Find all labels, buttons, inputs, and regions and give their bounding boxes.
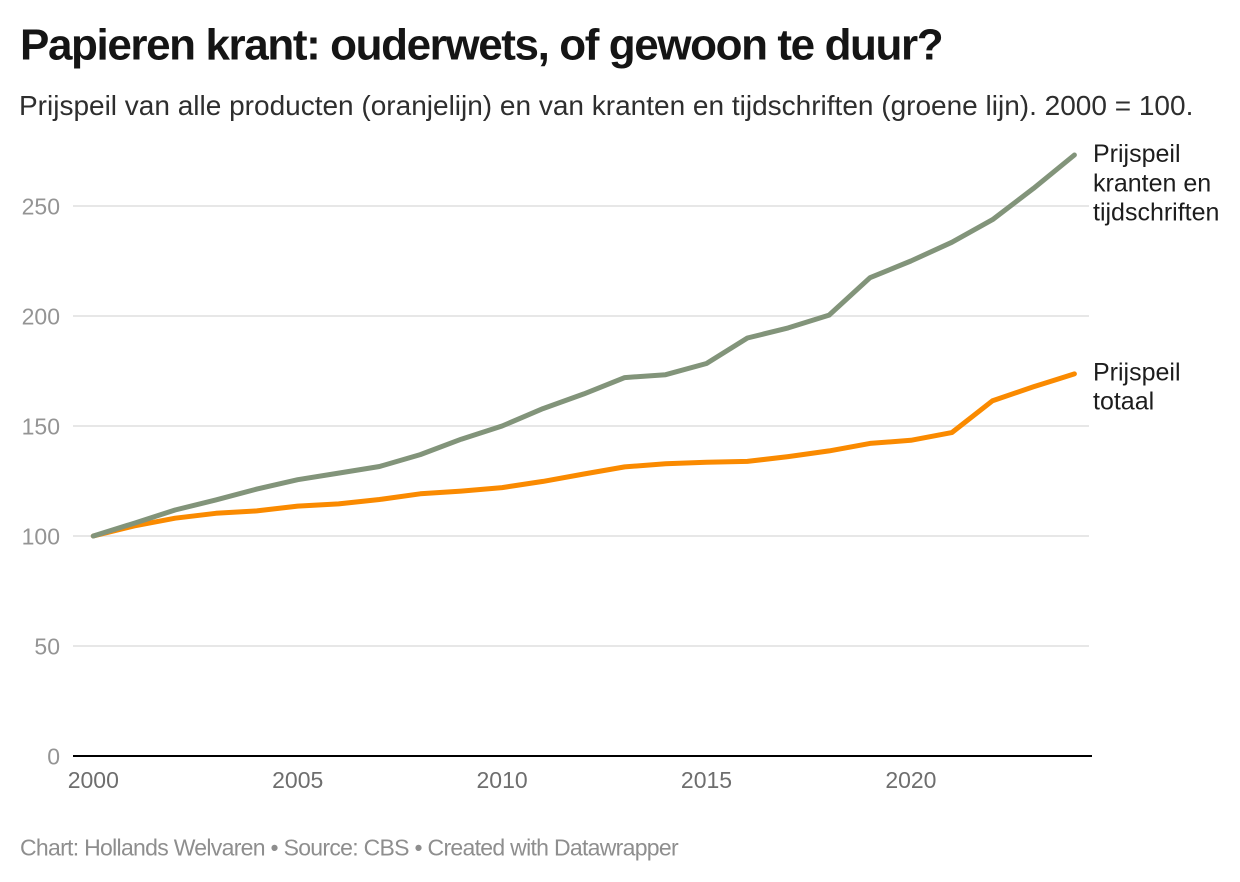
svg-text:kranten en: kranten en — [1093, 169, 1211, 197]
svg-text:2000: 2000 — [68, 767, 119, 793]
svg-text:250: 250 — [22, 194, 60, 220]
svg-text:50: 50 — [34, 634, 60, 660]
svg-text:totaal: totaal — [1093, 388, 1154, 416]
svg-text:100: 100 — [22, 524, 60, 550]
svg-text:0: 0 — [47, 744, 60, 770]
svg-text:200: 200 — [22, 304, 60, 330]
svg-text:150: 150 — [22, 414, 60, 440]
svg-text:Chart: Hollands Welvaren • Sou: Chart: Hollands Welvaren • Source: CBS •… — [20, 835, 679, 861]
svg-text:2020: 2020 — [885, 767, 936, 793]
svg-text:tijdschriften: tijdschriften — [1093, 198, 1219, 226]
svg-text:2015: 2015 — [681, 767, 732, 793]
svg-text:Papieren krant: ouderwets, of: Papieren krant: ouderwets, of gewoon te … — [20, 21, 942, 70]
svg-text:Prijspeil van alle producten (: Prijspeil van alle producten (oranjelijn… — [19, 90, 1193, 121]
svg-text:2005: 2005 — [272, 767, 323, 793]
svg-text:2010: 2010 — [477, 767, 528, 793]
svg-text:Prijspeil: Prijspeil — [1093, 359, 1181, 387]
svg-text:Prijspeil: Prijspeil — [1093, 140, 1181, 168]
